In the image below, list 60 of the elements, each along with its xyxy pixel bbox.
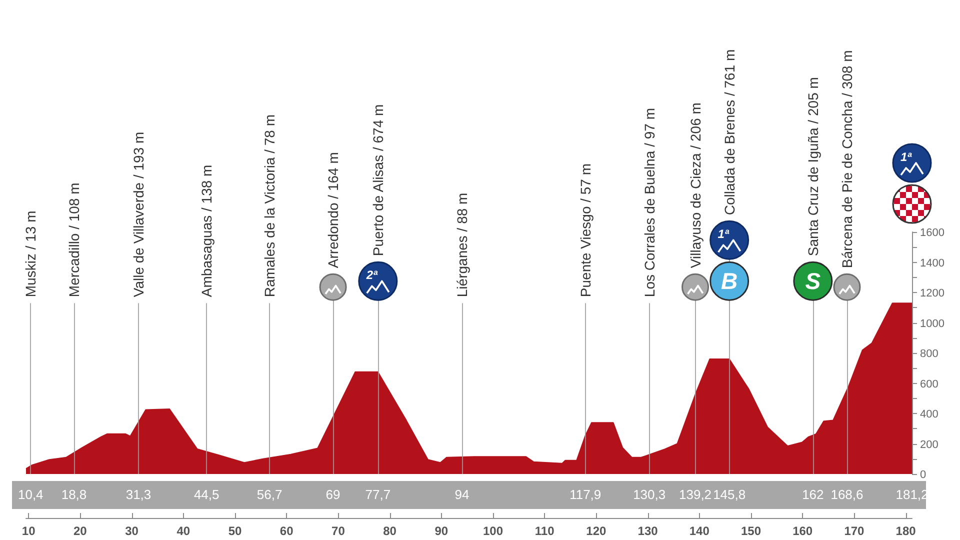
x-tick-label: 30 [125,524,139,538]
x-tick-label: 130 [638,524,658,538]
y-tick-label: 400 [920,408,938,420]
x-tick-label: 10 [22,524,36,538]
ref-line-label: Mercadillo / 108 m [66,182,82,298]
ref-line-label: Arredondo / 164 m [325,152,342,268]
ref-line-label: Muskiz / 13 m [22,210,39,298]
annotation: B [721,268,738,294]
x-tick-label: 120 [586,524,607,538]
x-tick-label: 180 [896,524,916,538]
x2-tick-label: 56,7 [256,487,282,502]
ref-line-label: Ambasaguas / 138 m [198,164,215,298]
text: 1ª [900,150,912,164]
x2-tick-label: 117,9 [570,487,602,502]
x-tick-label: 90 [434,524,448,538]
ref-line-label: Collada de Brenes / 761 m [721,49,738,216]
y-tick-label: 0 [920,469,926,481]
x-tick-label: 50 [228,524,242,538]
ref-line-label: Bárcena de Pie de Concha / 308 m [838,50,855,268]
y-tick-label: 1000 [920,318,944,330]
annotation: S [805,268,822,294]
x-tick-label: 170 [844,524,865,538]
ref-line-label: Ramales de la Victoria / 78 m [262,114,278,298]
annotation: 1ª [718,227,730,242]
x2-tick-label: 77,7 [365,487,391,502]
y-tick-label: 200 [920,438,938,451]
x2-tick-label: 145,8 [713,487,746,502]
x2-tick-label: 130,3 [633,487,666,502]
x2-tick-label: 162 [802,487,824,502]
x-tick-label: 110 [534,524,555,538]
x2-tick-label: 168,6 [830,487,864,502]
x2-tick-label: 139,2 [679,487,712,502]
y-tick-label: 600 [920,378,938,390]
y-tick-label: 800 [920,348,938,360]
ref-line-label: Villayuso de Cieza / 206 m [687,102,704,268]
x2-tick-label: 31,3 [126,487,152,502]
x-tick-label: 60 [280,524,294,538]
y-tick-label: 1600 [920,227,944,239]
x-tick-label: 70 [332,524,346,538]
ref-line-label: Los Corrales de Buelna / 97 m [641,108,658,298]
annotation: 2ª [365,268,378,282]
x-tick-label: 80 [383,524,397,538]
x2-tick-label: 94 [454,487,470,502]
x-tick-label: 40 [176,524,190,538]
x-tick-label: 140 [689,524,710,538]
ref-line-label: Valle de Villaverde / 193 m [130,132,146,298]
ref-line-label: Puerto de Alisas / 674 m [370,104,386,256]
x-tick-label: 100 [482,524,504,538]
ref-line-label: Puente Viesgo / 57 m [577,163,594,298]
x2-tick-label: 69 [326,487,340,502]
x2-tick-label: 18,8 [61,487,87,502]
y-tick-label: 1400 [920,257,944,270]
x-tick-label: 20 [74,524,88,538]
x2-tick-label: 44,5 [194,487,220,502]
ref-line-label: Santa Cruz de Iguña / 205 m [804,77,821,256]
y-tick-label: 1200 [920,288,944,300]
x2-tick-label: 10,4 [18,487,44,502]
ref-line-label: Liérganes / 88 m [454,192,470,298]
x-tick-label: 160 [792,524,813,538]
x-tick-label: 150 [740,524,762,538]
